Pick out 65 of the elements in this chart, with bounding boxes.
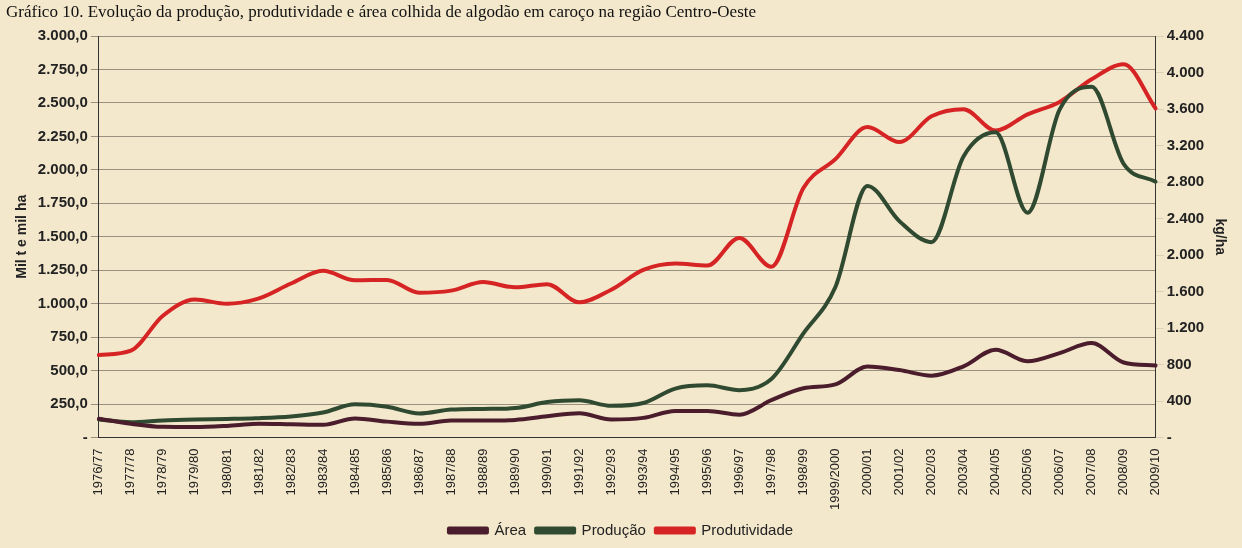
x-tick-label: 1986/87 [410, 448, 426, 496]
x-tick-label: 1995/96 [698, 448, 714, 496]
x-tick-label: 1991/92 [570, 448, 586, 496]
y-tick-label: 250,0 [50, 394, 88, 412]
y-tick-label: 2.750,0 [37, 59, 88, 77]
x-tick-label: 1993/94 [634, 448, 650, 496]
y-tick-label: 1.750,0 [37, 193, 88, 211]
y-tick-label: 3.000,0 [37, 26, 88, 44]
chart-title: Gráfico 10. Evolução da produção, produtividade e área colhida de algodão em caroço na região Centro-Oeste [5, 1, 758, 23]
y-tick-label: 500,0 [50, 360, 88, 378]
x-tick-label: 1988/89 [474, 448, 490, 496]
x-tick-label: 1990/91 [538, 448, 554, 496]
y-tick-label: 2.000,0 [37, 159, 88, 177]
x-tick-label: 1978/79 [154, 448, 170, 496]
x-tick-label: 2008/09 [1115, 448, 1131, 496]
x-tick-label: 1998/99 [794, 448, 810, 496]
x-tick-label: 1977/78 [122, 448, 138, 496]
y2-tick-label: - [1166, 427, 1172, 445]
x-tick-label: 2000/01 [859, 448, 875, 496]
y2-tick-label: 1.600 [1166, 281, 1205, 299]
x-tick-label: 1999/2000 [826, 448, 842, 510]
x-tick-label: 1980/81 [218, 448, 234, 496]
x-tick-label: 1992/93 [602, 448, 618, 496]
y-tick-label: 1.250,0 [37, 260, 88, 278]
y2-tick-label: 2.800 [1166, 172, 1205, 190]
x-tick-label: 1981/82 [250, 448, 266, 496]
y2-tick-label: 3.600 [1166, 99, 1205, 117]
x-tick-label: 1994/95 [666, 448, 682, 496]
y-tick-label: 2.500,0 [37, 93, 88, 111]
x-tick-label: 2002/03 [923, 448, 939, 496]
y-tick-label: 1.500,0 [37, 226, 88, 244]
legend-label: Produtividade [701, 520, 794, 538]
y-tick-label: 750,0 [50, 327, 88, 345]
x-tick-label: 1982/83 [282, 448, 298, 496]
y2-tick-label: 1.200 [1166, 318, 1205, 336]
x-tick-label: 1987/88 [442, 448, 458, 496]
y-tick-label: - [82, 427, 88, 445]
x-tick-label: 2007/08 [1083, 448, 1099, 496]
y2-tick-label: 400 [1166, 391, 1192, 409]
y-axis-title: Mil t e mil ha [13, 194, 30, 279]
y-tick-label: 1.000,0 [37, 293, 88, 311]
legend-label: Produção [581, 520, 646, 538]
y2-tick-label: 4.400 [1166, 26, 1205, 44]
x-tick-label: 2006/07 [1051, 448, 1067, 496]
y2-tick-label: 2.400 [1166, 208, 1205, 226]
x-tick-label: 2001/02 [891, 448, 907, 496]
x-tick-label: 2005/06 [1019, 448, 1035, 496]
y2-tick-label: 2.000 [1166, 245, 1205, 263]
x-tick-label: 1997/98 [762, 448, 778, 496]
y2-tick-label: 800 [1166, 354, 1192, 372]
x-tick-label: 1979/80 [186, 448, 202, 496]
y2-axis-title: kg/ha [1212, 218, 1229, 256]
x-tick-label: 1983/84 [314, 448, 330, 496]
x-tick-label: 1984/85 [346, 448, 362, 496]
x-tick-label: 2003/04 [955, 448, 971, 496]
y2-tick-label: 4.000 [1166, 62, 1205, 80]
legend-label: Área [494, 520, 527, 538]
x-tick-label: 1996/97 [730, 448, 746, 496]
x-tick-label: 1976/77 [90, 448, 106, 496]
x-tick-label: 2009/10 [1147, 448, 1163, 496]
y-tick-label: 2.250,0 [37, 126, 88, 144]
x-tick-label: 1989/90 [506, 448, 522, 496]
y2-tick-label: 3.200 [1166, 135, 1205, 153]
x-tick-label: 1985/86 [378, 448, 394, 496]
x-tick-label: 2004/05 [987, 448, 1003, 496]
